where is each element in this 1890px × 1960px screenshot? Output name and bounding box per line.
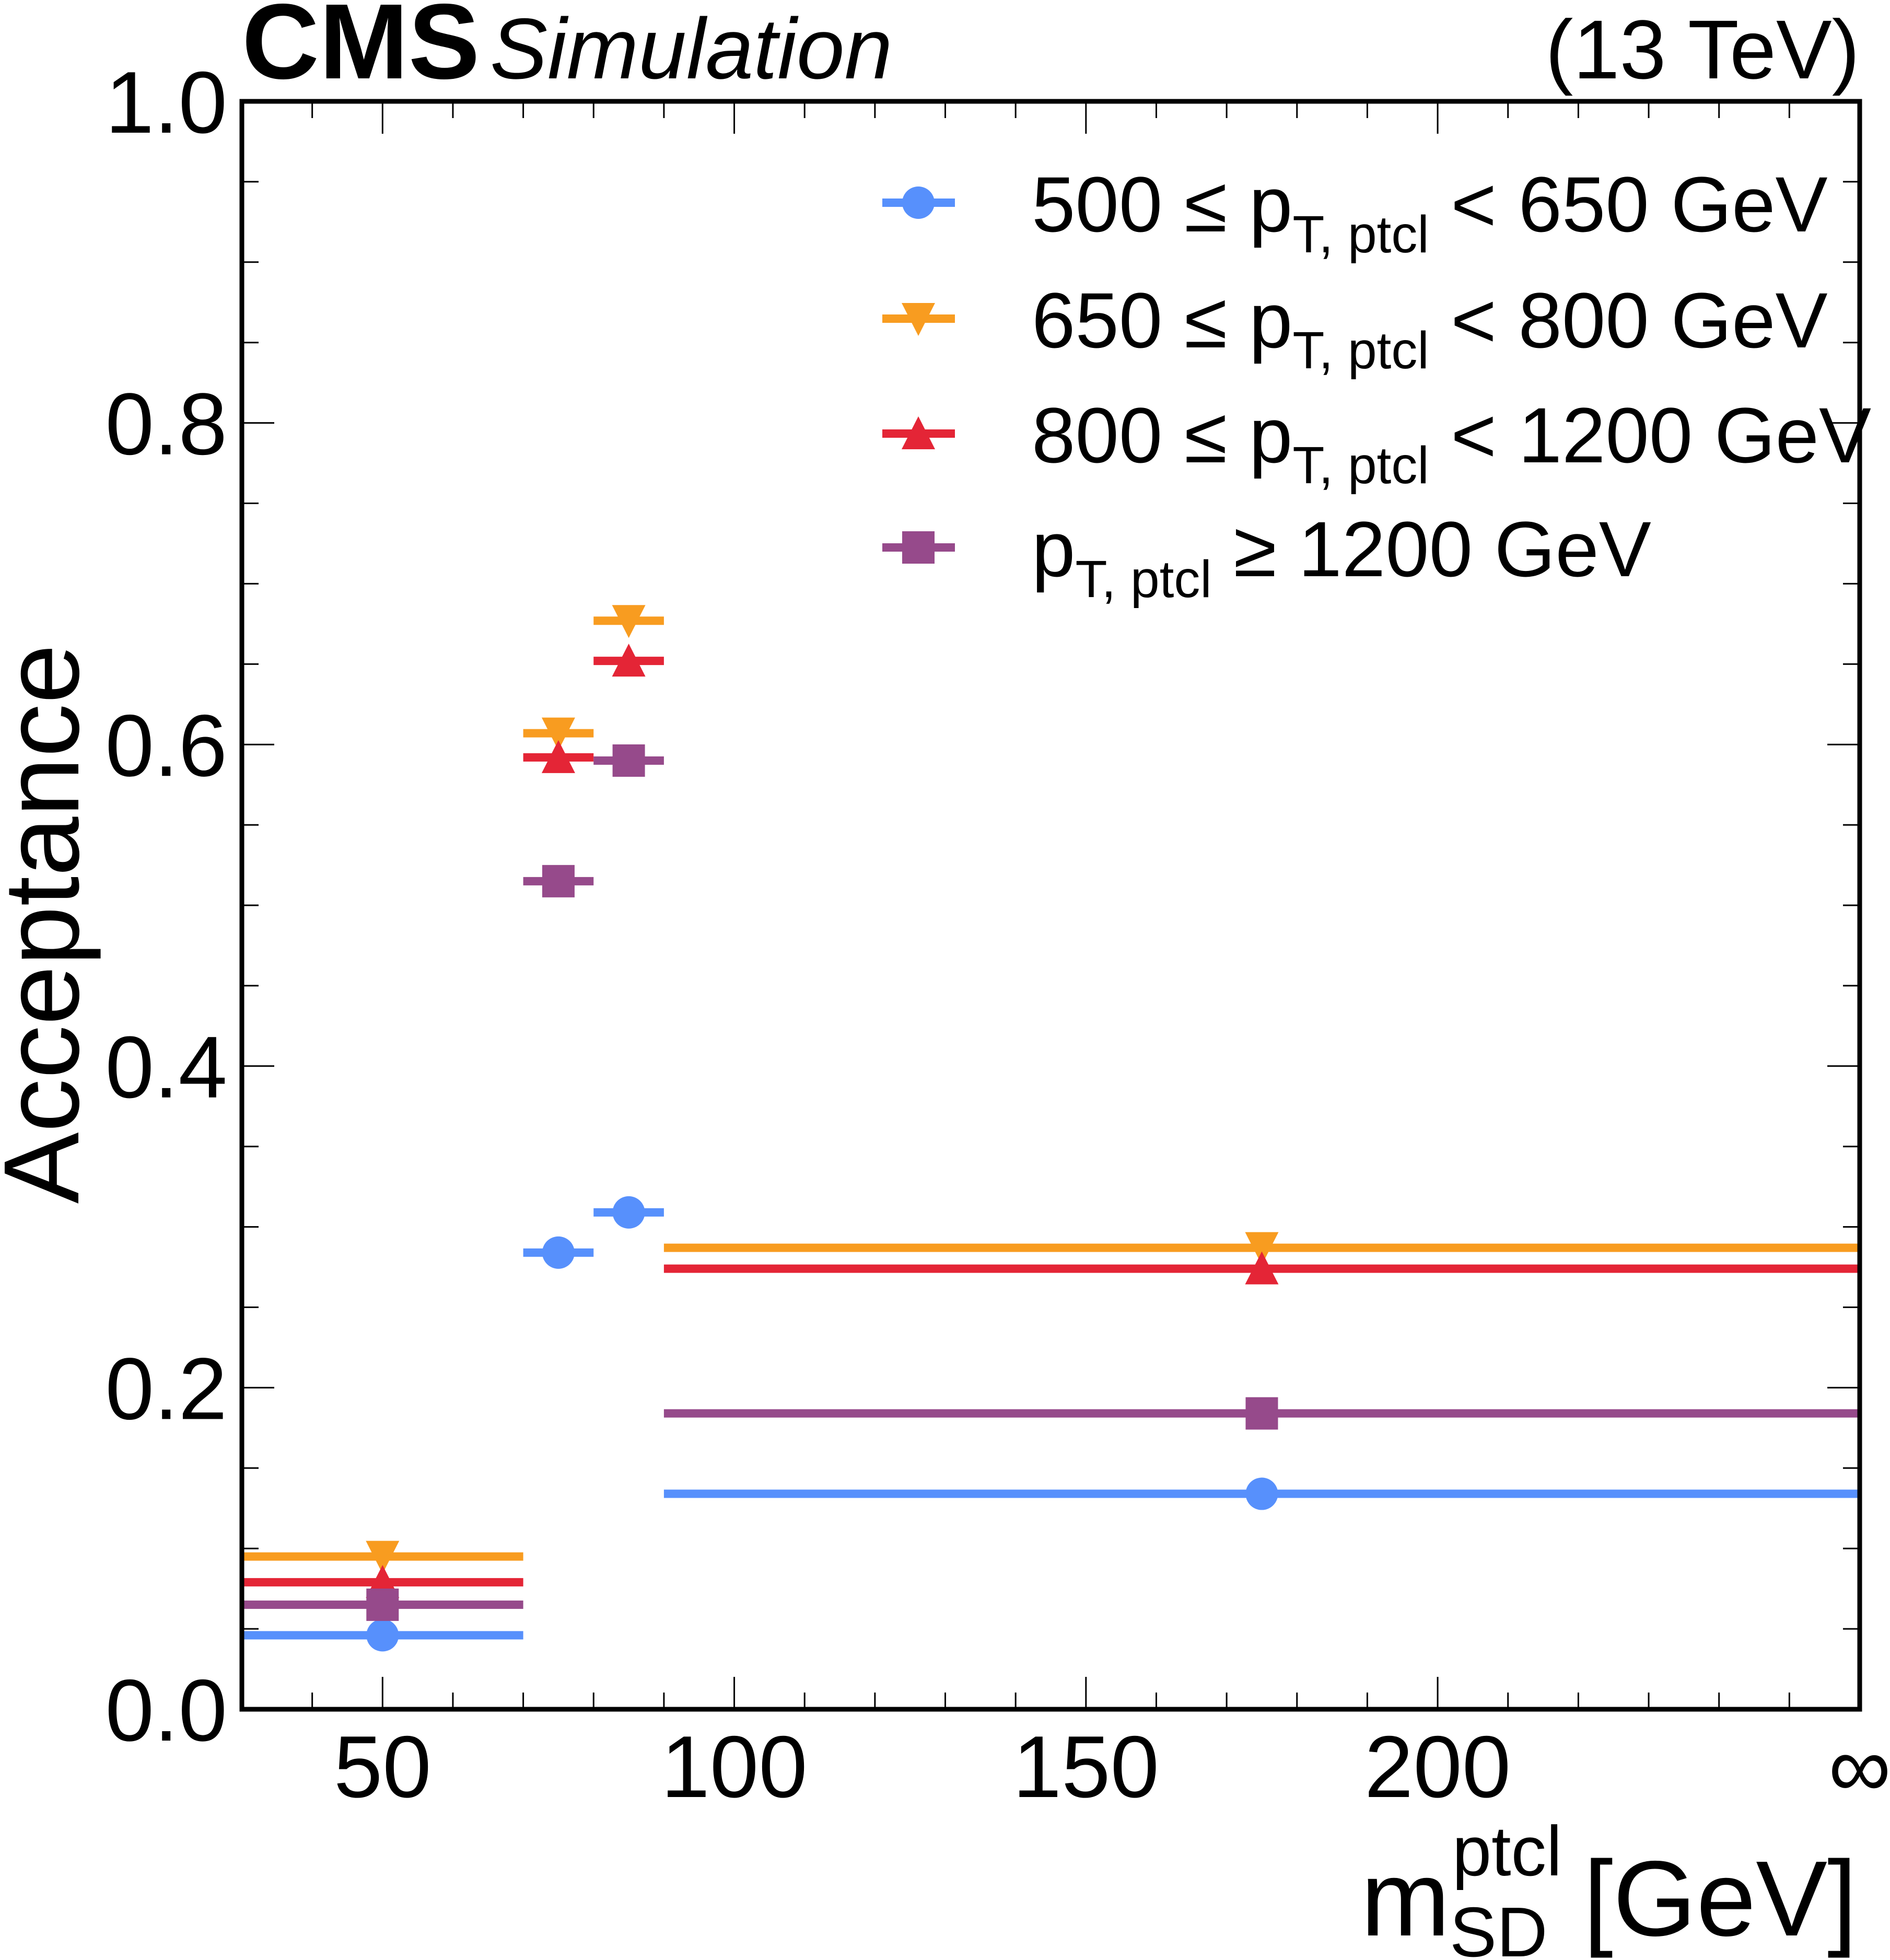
legend-label-subscript: T, ptcl [1292, 205, 1429, 264]
legend-label-range: < 1200 GeV [1429, 391, 1871, 479]
legend-label-subscript: T, ptcl [1292, 436, 1429, 495]
data-point-circle [542, 1236, 575, 1269]
data-point-circle [1245, 1477, 1278, 1510]
x-axis-title-unit: [GeV] [1583, 1839, 1857, 1958]
data-point-triangle-down [1245, 1232, 1279, 1265]
chart-header: CMS Simulation (13 TeV) [242, 0, 1860, 101]
data-point-triangle-down [541, 717, 575, 751]
x-axis-title: m ptcl SD [GeV] [1361, 1812, 1857, 1960]
data-point-square [1245, 1397, 1278, 1430]
data-point-square [366, 1588, 399, 1621]
legend-marker-square [902, 531, 935, 564]
x-axis-title-sup: ptcl [1452, 1812, 1562, 1891]
y-tick-label: 0.8 [105, 375, 227, 473]
data-point-triangle-up [1245, 1251, 1279, 1285]
legend-label-range: ≥ 1200 GeV [1212, 505, 1651, 593]
series-3 [242, 744, 1860, 1621]
series-0 [242, 1196, 1860, 1652]
series-2 [242, 644, 1860, 1598]
legend-label-subscript: T, ptcl [1075, 550, 1211, 609]
x-tick-label: 100 [661, 1718, 807, 1816]
legend-label: 650 ≤ pT, ptcl < 800 GeV [1032, 276, 1828, 380]
legend-label-main: p [1032, 505, 1075, 593]
legend-label: 500 ≤ pT, ptcl < 650 GeV [1032, 160, 1828, 264]
series-1 [242, 605, 1860, 1574]
x-tick-label: 150 [1013, 1718, 1159, 1816]
y-tick-label: 0.4 [105, 1018, 227, 1116]
legend-item: 650 ≤ pT, ptcl < 800 GeV [882, 276, 1828, 380]
data-point-triangle-down [366, 1541, 400, 1574]
data-point-circle [366, 1619, 399, 1652]
legend-item: 800 ≤ pT, ptcl < 1200 GeV [882, 391, 1871, 495]
legend-item: pT, ptcl ≥ 1200 GeV [882, 505, 1651, 609]
legend-marker-triangle-up [902, 416, 935, 449]
legend-item: 500 ≤ pT, ptcl < 650 GeV [882, 160, 1828, 264]
legend-label-main: 650 ≤ p [1032, 276, 1292, 364]
x-axis-title-sub: SD [1450, 1893, 1548, 1960]
data-point-triangle-up [612, 644, 646, 677]
x-tick-label: 50 [334, 1718, 431, 1816]
data-point-circle [612, 1196, 645, 1229]
axis-ticks [242, 101, 1860, 1709]
data-point-square [612, 744, 645, 777]
energy-label: (13 TeV) [1545, 3, 1860, 96]
data-point-triangle-up [541, 740, 575, 773]
x-tick-label: 200 [1364, 1718, 1511, 1816]
data-series [242, 605, 1860, 1652]
status-label: Simulation [490, 1, 892, 97]
legend-label-subscript: T, ptcl [1292, 321, 1429, 380]
y-axis-title: Acceptance [0, 644, 101, 1204]
legend-label-range: < 800 GeV [1429, 276, 1828, 364]
axis-tick-labels: 50 100 150 200 ∞ 0.0 0.2 0.4 0.6 0.8 1.0 [105, 53, 1890, 1816]
x-tick-label: ∞ [1828, 1718, 1890, 1816]
data-point-triangle-down [612, 605, 646, 638]
legend-marker-circle [902, 186, 935, 219]
legend-label-main: 500 ≤ p [1032, 160, 1292, 248]
y-tick-label: 0.0 [105, 1661, 227, 1759]
data-point-square [542, 865, 575, 897]
experiment-label: CMS [242, 0, 480, 101]
y-tick-label: 0.6 [105, 696, 227, 795]
y-tick-label: 1.0 [105, 53, 227, 151]
x-axis-title-base: m [1361, 1839, 1450, 1958]
y-tick-label: 0.2 [105, 1339, 227, 1438]
legend-label: 800 ≤ pT, ptcl < 1200 GeV [1032, 391, 1871, 495]
legend-label-range: < 650 GeV [1429, 160, 1828, 248]
plot-frame [239, 99, 1862, 1712]
legend-label-main: 800 ≤ p [1032, 391, 1292, 479]
legend-marker-triangle-down [902, 303, 935, 336]
legend-label: pT, ptcl ≥ 1200 GeV [1032, 505, 1651, 609]
